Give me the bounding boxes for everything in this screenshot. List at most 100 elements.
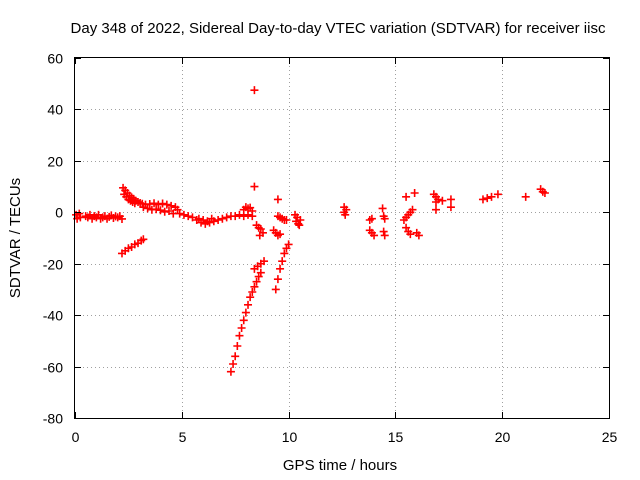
data-point xyxy=(406,230,415,239)
data-point xyxy=(380,231,389,240)
data-points xyxy=(72,86,549,376)
x-tick-label: 10 xyxy=(282,429,298,445)
data-point xyxy=(231,212,240,221)
data-point xyxy=(341,210,350,219)
y-tick-label: 0 xyxy=(55,205,63,221)
data-point xyxy=(179,210,188,219)
data-point xyxy=(156,206,165,215)
data-point xyxy=(76,213,85,222)
y-tick-label: 60 xyxy=(47,51,63,67)
data-point xyxy=(478,195,487,204)
data-point xyxy=(276,230,285,239)
data-point xyxy=(241,308,250,317)
data-point xyxy=(143,204,152,213)
data-point xyxy=(150,199,159,208)
data-point xyxy=(139,235,148,244)
data-point xyxy=(493,190,502,199)
data-point xyxy=(248,288,257,296)
data-point xyxy=(414,231,423,240)
data-point xyxy=(117,214,126,223)
data-point xyxy=(402,192,411,201)
data-point xyxy=(167,201,176,210)
data-point xyxy=(250,182,259,191)
x-tick-label: 25 xyxy=(602,429,618,445)
data-point xyxy=(295,221,304,230)
x-tick-label: 20 xyxy=(495,429,511,445)
data-point xyxy=(152,205,161,214)
x-tick-label: 0 xyxy=(72,429,80,445)
data-point xyxy=(483,194,492,203)
y-tick-label: 40 xyxy=(47,102,63,118)
data-point xyxy=(446,203,455,212)
x-tick-label: 15 xyxy=(388,429,404,445)
data-point xyxy=(233,342,242,350)
data-point xyxy=(273,195,282,204)
y-tick-label: -80 xyxy=(43,411,63,427)
data-point xyxy=(222,213,231,222)
data-point xyxy=(540,189,549,197)
data-point xyxy=(184,212,193,221)
data-point xyxy=(487,192,496,201)
data-point xyxy=(255,231,264,240)
data-point xyxy=(139,203,148,212)
data-point xyxy=(280,249,289,258)
data-point xyxy=(237,324,246,332)
data-point xyxy=(203,217,212,226)
data-point xyxy=(410,189,419,197)
y-axis-title: SDTVAR / TECUs xyxy=(7,178,24,298)
data-point xyxy=(271,285,280,294)
data-point xyxy=(378,204,387,213)
data-point xyxy=(250,282,259,291)
data-point xyxy=(188,213,197,222)
data-point xyxy=(342,205,351,214)
y-tick-label: -60 xyxy=(43,360,63,376)
data-point xyxy=(194,214,203,223)
data-point xyxy=(164,207,173,215)
data-point xyxy=(226,367,235,376)
plot-frame xyxy=(74,57,610,419)
data-point xyxy=(370,231,379,240)
data-point xyxy=(438,196,447,205)
chart-title: Day 348 of 2022, Sidereal Day-to-day VTE… xyxy=(71,20,606,37)
data-point xyxy=(214,216,223,224)
data-point xyxy=(431,205,440,214)
data-point xyxy=(380,214,389,223)
y-tick-label: -20 xyxy=(43,257,63,273)
data-point xyxy=(408,205,417,214)
data-point xyxy=(282,216,291,224)
data-point xyxy=(199,216,208,224)
data-point xyxy=(207,214,216,223)
data-point xyxy=(379,227,388,236)
data-point xyxy=(162,200,171,209)
data-point xyxy=(231,352,240,361)
data-point xyxy=(276,264,285,273)
gridlines xyxy=(75,58,609,418)
x-tick-label: 5 xyxy=(179,429,187,445)
data-point xyxy=(239,316,248,325)
data-point xyxy=(367,214,376,223)
data-point xyxy=(158,199,167,208)
data-point xyxy=(75,209,84,218)
data-point xyxy=(256,268,265,277)
data-point xyxy=(248,207,257,215)
data-point xyxy=(446,195,455,204)
data-point xyxy=(130,199,139,208)
data-point xyxy=(218,214,227,223)
data-point xyxy=(235,210,244,219)
data-point xyxy=(244,300,253,309)
data-point xyxy=(235,331,244,340)
data-point xyxy=(278,257,287,266)
data-point xyxy=(521,192,530,201)
y-tick-label: 20 xyxy=(47,154,63,170)
data-point xyxy=(175,209,184,218)
data-point xyxy=(273,275,282,284)
data-point xyxy=(296,216,305,224)
data-point xyxy=(434,195,443,204)
x-axis-title: GPS time / hours xyxy=(283,457,397,474)
data-point xyxy=(250,86,259,95)
axis-ticks: 0 5 10 15 20 25 60 40 20 0 -20 -40 -60 -80 xyxy=(43,51,618,446)
data-point xyxy=(246,293,255,302)
data-point xyxy=(284,240,293,249)
data-point xyxy=(252,277,261,286)
